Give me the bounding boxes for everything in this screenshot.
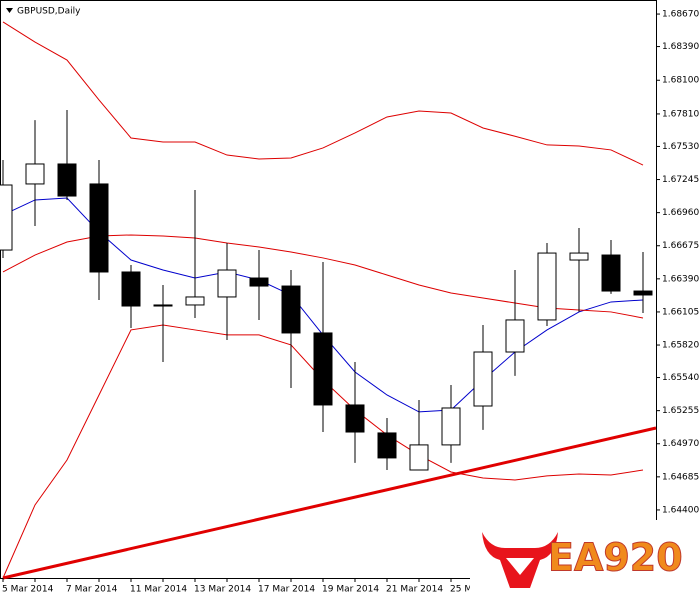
candle-body xyxy=(313,332,333,406)
y-tick-label: 1.68390 xyxy=(662,42,699,52)
bull-face xyxy=(506,558,534,575)
chart-title: GBPUSD,Daily xyxy=(17,7,81,17)
candle-body xyxy=(89,183,109,273)
y-tick-label: 1.64970 xyxy=(662,439,699,449)
y-tick-label: 1.66675 xyxy=(662,241,699,251)
y-tick-label: 1.67810 xyxy=(662,109,699,119)
y-tick-label: 1.67530 xyxy=(662,142,699,152)
y-tick-label: 1.68100 xyxy=(662,76,699,86)
indicator-line xyxy=(2,234,644,319)
y-tick-label: 1.65820 xyxy=(662,341,699,351)
candle-body xyxy=(217,269,237,298)
candle-body xyxy=(601,254,621,292)
candle-body xyxy=(185,296,205,306)
y-tick-label: 1.65540 xyxy=(662,373,699,383)
x-tick-label: 7 Mar 2014 xyxy=(66,585,118,595)
candle-body xyxy=(441,407,461,446)
candle-body xyxy=(57,163,77,197)
y-tick-label: 1.66390 xyxy=(662,274,699,284)
candle-body xyxy=(377,432,397,459)
y-tick-label: 1.64685 xyxy=(662,472,699,482)
candle-body xyxy=(473,351,493,407)
candle-body xyxy=(153,304,173,307)
x-tick-label: 5 Mar 2014 xyxy=(2,585,54,595)
candle-body xyxy=(633,290,653,296)
y-tick-label: 1.65255 xyxy=(662,406,699,416)
y-tick-label: 1.68670 xyxy=(662,10,699,20)
candle-body xyxy=(345,404,365,433)
logo: EA920 xyxy=(470,520,700,600)
indicator-line xyxy=(2,21,644,166)
y-tick-label: 1.67245 xyxy=(662,175,699,185)
candle-body xyxy=(249,277,269,287)
trend-line xyxy=(2,426,657,580)
watermark: EA920 xyxy=(548,536,683,580)
plot-area xyxy=(0,21,657,580)
x-tick-label: 11 Mar 2014 xyxy=(130,585,187,595)
candle-body xyxy=(0,184,13,251)
candle-body xyxy=(409,444,429,471)
menu-arrow xyxy=(6,8,13,13)
y-tick-label: 1.64400 xyxy=(662,505,699,515)
x-tick-label: 13 Mar 2014 xyxy=(194,585,251,595)
y-tick-label: 1.66105 xyxy=(662,307,699,317)
candle-body xyxy=(281,285,301,334)
candle-body xyxy=(25,163,45,185)
candle-body xyxy=(569,252,589,261)
y-tick-label: 1.66960 xyxy=(662,208,699,218)
x-tick-label: 21 Mar 2014 xyxy=(386,585,443,595)
candle-body xyxy=(121,271,141,307)
candle-body xyxy=(505,319,525,353)
candle-body xyxy=(537,252,557,321)
x-tick-label: 19 Mar 2014 xyxy=(322,585,379,595)
x-tick-label: 17 Mar 2014 xyxy=(258,585,315,595)
